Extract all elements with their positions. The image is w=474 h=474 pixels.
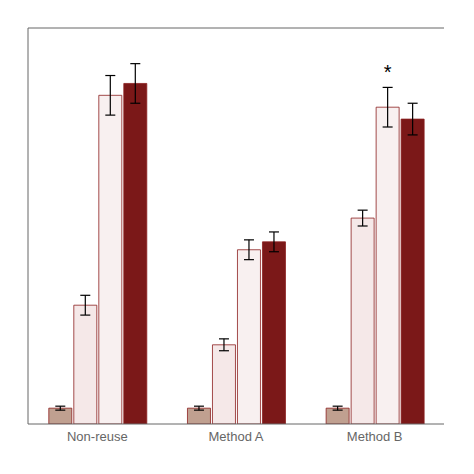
svg-text:Method A: Method A — [209, 429, 264, 444]
svg-text:Non-reuse: Non-reuse — [67, 429, 128, 444]
svg-text:Method B: Method B — [347, 429, 403, 444]
svg-text:*: * — [384, 61, 392, 83]
